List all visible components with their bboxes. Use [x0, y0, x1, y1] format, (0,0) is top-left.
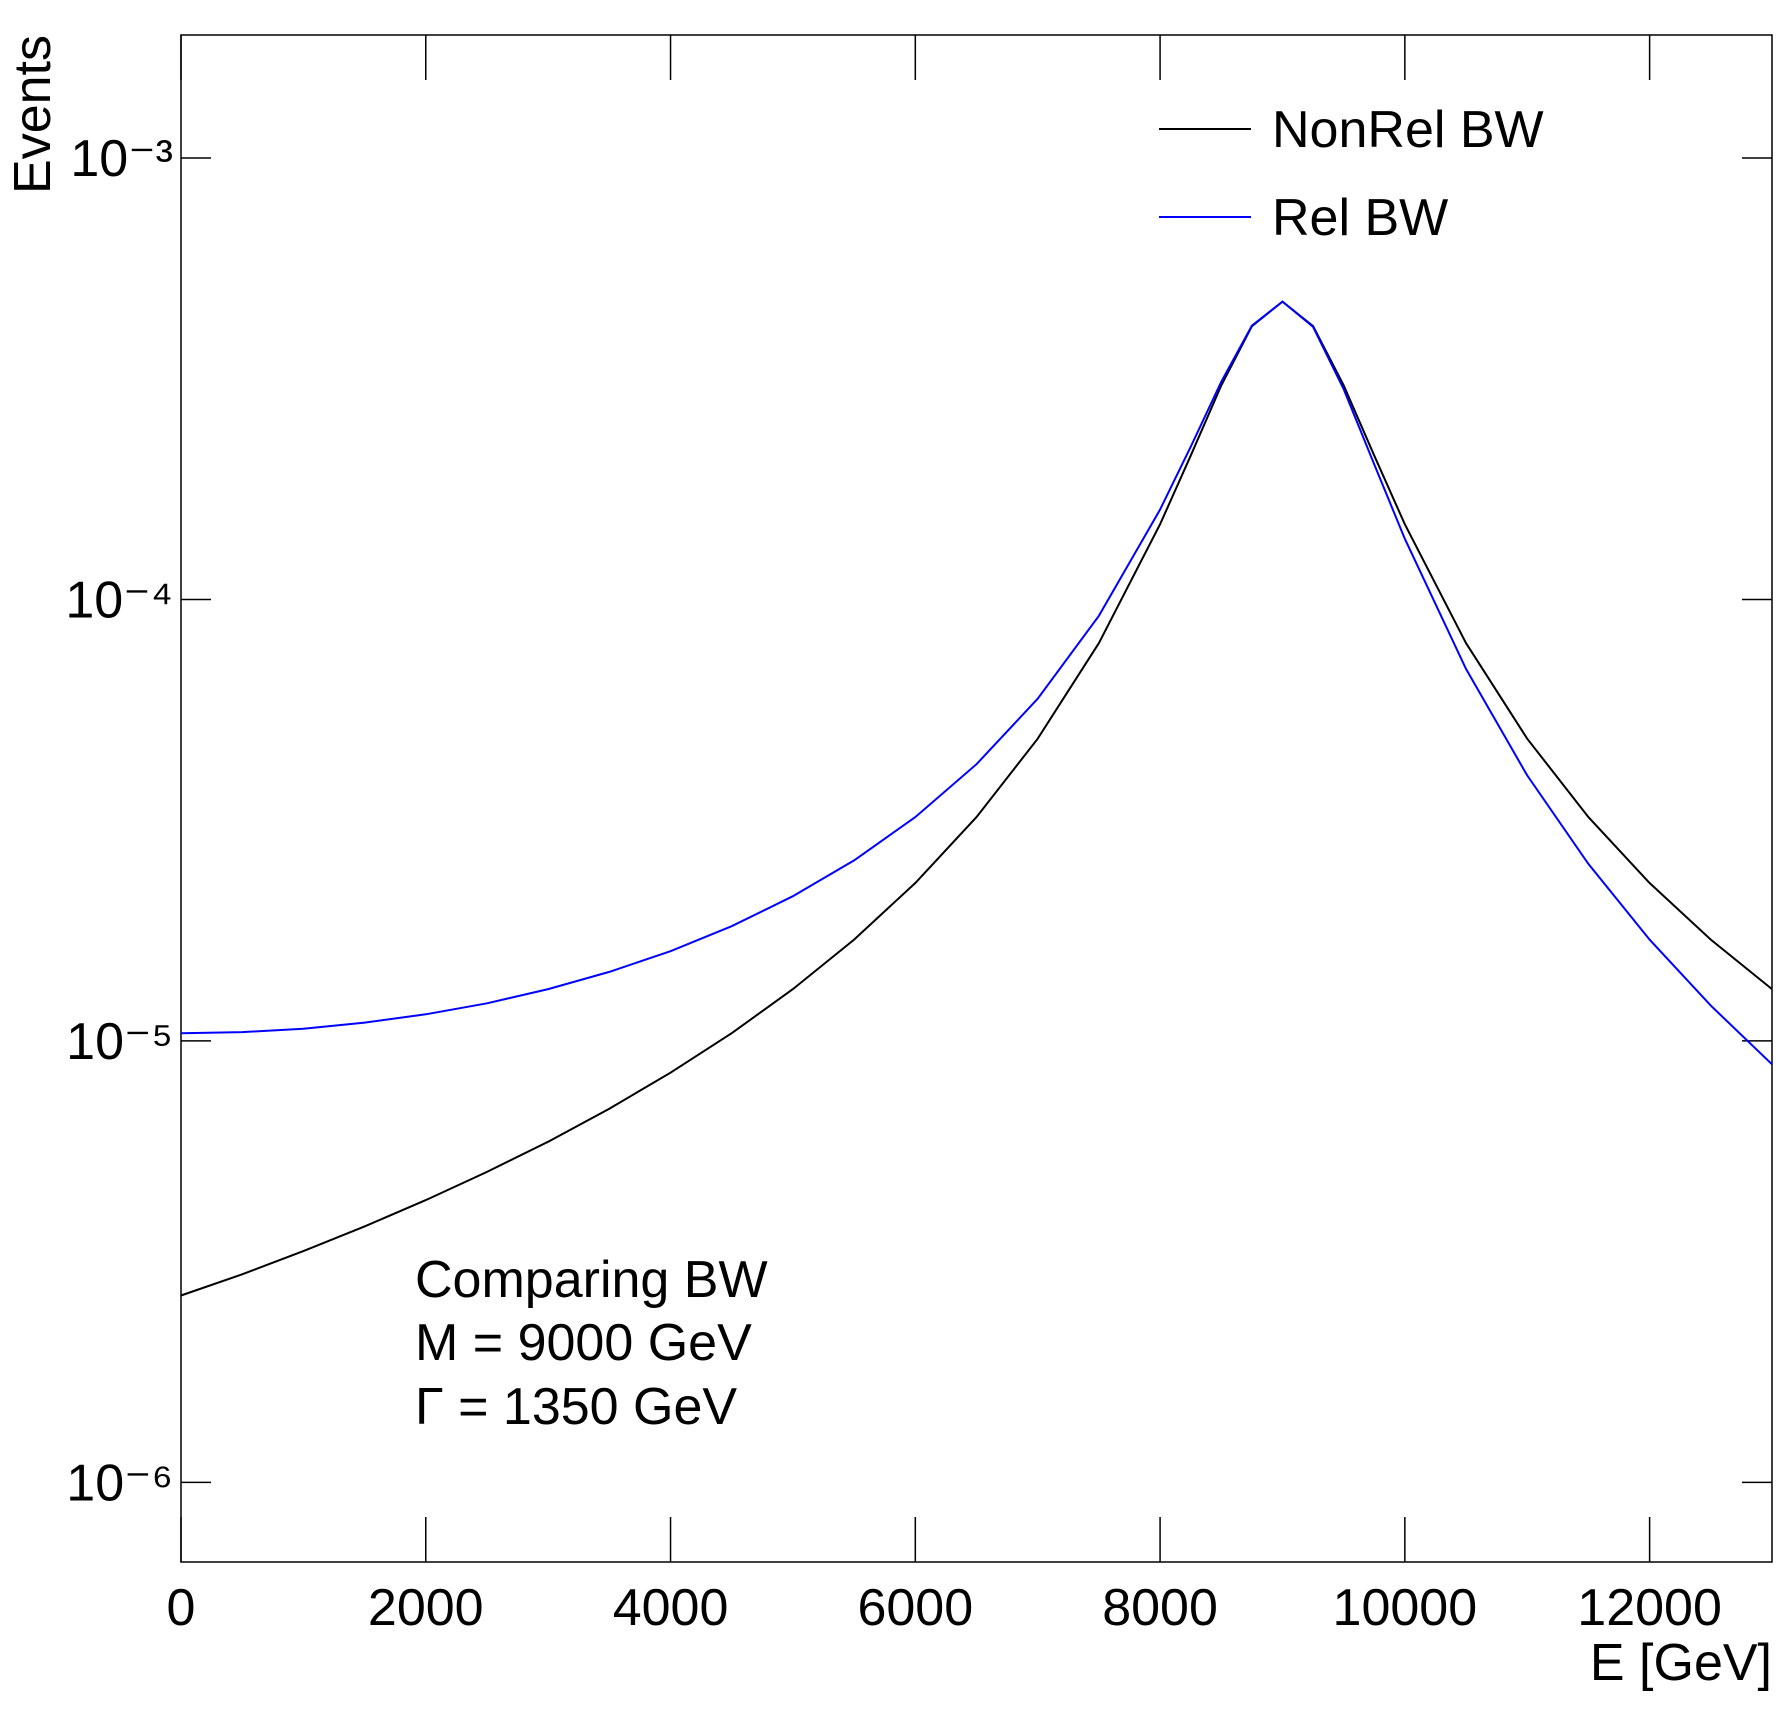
y-axis-label: Events — [4, 35, 62, 194]
legend-label: Rel BW — [1272, 189, 1448, 247]
annotation: Comparing BW — [415, 1251, 768, 1309]
legend-label: NonRel BW — [1272, 101, 1544, 159]
x-axis-label: E [GeV] — [1590, 1634, 1772, 1692]
x-tick-label: 4000 — [613, 1579, 729, 1637]
y-tick-label: 10⁻⁵ — [66, 1013, 173, 1071]
x-tick-label: 0 — [167, 1579, 196, 1637]
plot-frame — [180, 34, 1773, 1563]
x-tick-label: 12000 — [1577, 1579, 1722, 1637]
y-tick-label: 10⁻⁴ — [65, 571, 173, 629]
x-tick-label: 8000 — [1102, 1579, 1218, 1637]
annotation: M = 9000 GeV — [415, 1314, 752, 1372]
y-tick-label: 10⁻³ — [70, 130, 173, 188]
y-tick-label: 10⁻⁶ — [66, 1454, 173, 1512]
x-tick-label: 2000 — [368, 1579, 484, 1637]
series-line — [180, 300, 1773, 1066]
series-line — [180, 300, 1773, 1297]
x-tick-label: 10000 — [1333, 1579, 1478, 1637]
annotation: Γ = 1350 GeV — [415, 1378, 737, 1436]
x-tick-label: 6000 — [857, 1579, 973, 1637]
